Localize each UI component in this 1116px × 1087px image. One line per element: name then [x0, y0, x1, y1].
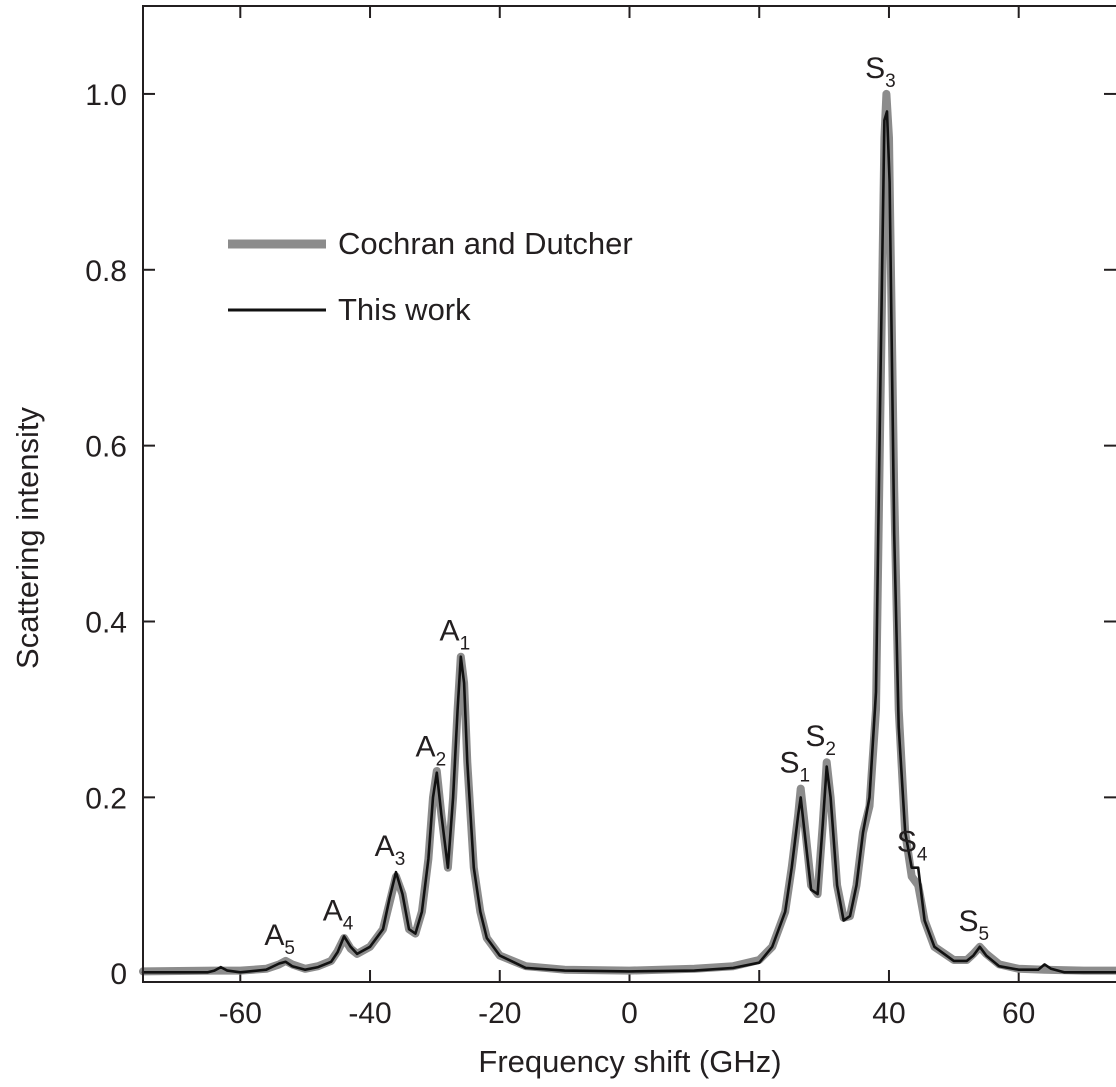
- peak-label: A3: [375, 830, 406, 870]
- y-tick-label: 0.6: [85, 431, 127, 464]
- y-tick-label: 0.4: [85, 606, 127, 639]
- y-axis-title: Scattering intensity: [10, 407, 45, 669]
- axis-ticks: [143, 6, 1116, 982]
- peak-label: A5: [264, 919, 295, 959]
- peak-label: S1: [779, 747, 810, 787]
- y-tick-label: 0.8: [85, 255, 127, 288]
- peak-label: S2: [805, 720, 836, 760]
- legend-label-cochran: Cochran and Dutcher: [338, 226, 633, 261]
- x-tick-label: 40: [872, 997, 905, 1030]
- legend-label-this-work: This work: [338, 292, 471, 327]
- peak-label: A1: [440, 615, 471, 655]
- x-tick-label: 0: [621, 997, 638, 1030]
- y-tick-label: 0: [110, 958, 127, 991]
- peak-label: S5: [958, 905, 989, 945]
- y-tick-label: 0.2: [85, 782, 127, 815]
- series-layer: [139, 89, 1116, 976]
- tick-labels: -60 -40 -20 0 20 40 60 0 0.2 0.4 0.6 0.8 1.0: [85, 79, 1035, 1030]
- peak-label: A2: [416, 731, 447, 771]
- y-tick-label: 1.0: [85, 79, 127, 112]
- x-axis-title: Frequency shift (GHz): [478, 1044, 781, 1079]
- legend: Cochran and Dutcher This work: [228, 226, 633, 327]
- series-line-1: [141, 110, 1116, 974]
- x-tick-label: -20: [478, 997, 521, 1030]
- x-tick-label: 20: [743, 997, 776, 1030]
- x-tick-label: -40: [348, 997, 391, 1030]
- x-tick-label: 60: [1002, 997, 1035, 1030]
- peak-label: S3: [865, 52, 896, 92]
- plot-frame: [142, 5, 1116, 983]
- peak-label: S4: [897, 826, 928, 866]
- x-tick-label: -60: [219, 997, 262, 1030]
- peak-label: A4: [323, 894, 354, 934]
